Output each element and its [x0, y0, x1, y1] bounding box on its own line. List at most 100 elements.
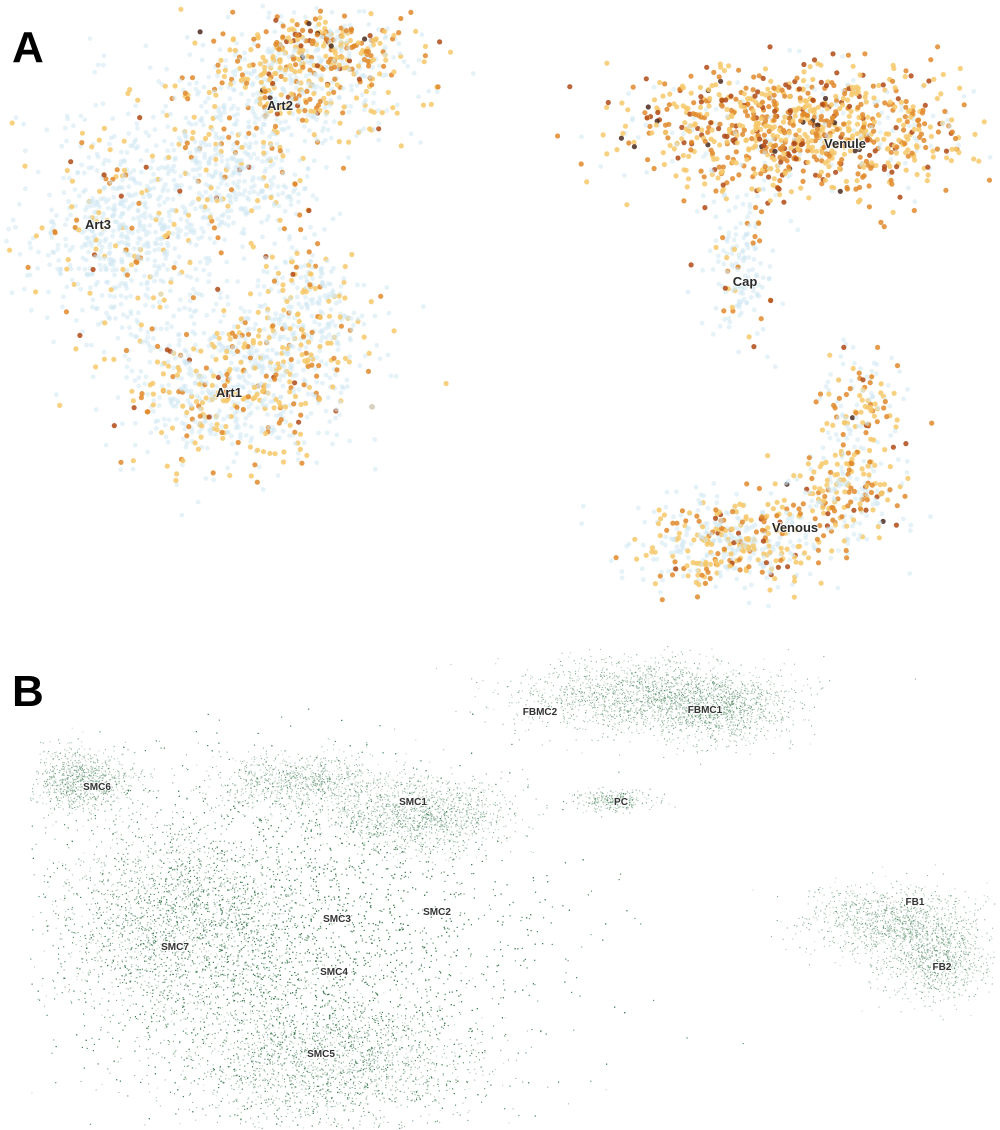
scatter-point	[413, 28, 419, 34]
scatter-point	[658, 697, 660, 699]
scatter-point	[666, 121, 672, 127]
scatter-point	[216, 335, 222, 341]
scatter-point	[273, 396, 279, 402]
scatter-point	[84, 342, 90, 348]
scatter-point	[177, 188, 183, 194]
scatter-point	[151, 336, 156, 341]
scatter-point	[193, 308, 199, 314]
scatter-point	[836, 165, 843, 171]
scatter-point	[820, 91, 826, 97]
scatter-point	[121, 312, 126, 318]
scatter-point	[705, 505, 711, 511]
scatter-point	[784, 506, 790, 512]
scatter-point	[190, 199, 196, 205]
scatter-point	[165, 196, 170, 202]
panel-b: FBMC2 FBMC1 SMC6 SMC1 PC SMC3 SMC2 SMC7 SMC4 SMC5…	[0, 640, 1000, 1130]
scatter-point	[210, 127, 215, 133]
scatter-point	[620, 708, 622, 710]
scatter-point	[291, 104, 296, 109]
scatter-point	[670, 520, 676, 526]
scatter-point	[129, 225, 135, 231]
scatter-point	[278, 417, 284, 423]
scatter-point	[293, 264, 299, 270]
scatter-point	[885, 145, 891, 151]
scatter-point	[274, 117, 279, 122]
scatter-point	[302, 263, 308, 269]
scatter-point	[712, 520, 718, 525]
scatter-point	[280, 275, 285, 281]
scatter-point	[248, 473, 254, 479]
scatter-point	[766, 128, 772, 134]
scatter-point	[152, 263, 158, 269]
scatter-point	[246, 404, 251, 410]
scatter-point	[782, 716, 784, 718]
scatter-point	[807, 571, 813, 577]
scatter-point	[604, 151, 610, 157]
scatter-point	[234, 118, 240, 123]
scatter-point	[308, 352, 314, 358]
scatter-point	[187, 401, 193, 407]
scatter-point	[324, 165, 329, 170]
scatter-point	[173, 403, 179, 409]
scatter-point	[746, 147, 752, 153]
scatter-point	[190, 295, 196, 301]
scatter-point	[329, 9, 335, 15]
scatter-point	[334, 54, 340, 61]
scatter-point	[971, 89, 977, 94]
scatter-point	[76, 266, 82, 271]
scatter-point	[191, 346, 197, 352]
scatter-point	[471, 678, 473, 680]
scatter-point	[320, 334, 325, 340]
scatter-point	[823, 83, 830, 89]
scatter-point	[866, 183, 872, 189]
scatter-point	[90, 374, 96, 380]
scatter-point	[67, 175, 72, 181]
scatter-point	[160, 371, 166, 377]
scatter-point	[751, 166, 757, 172]
scatter-point	[64, 113, 70, 119]
scatter-point	[326, 298, 332, 304]
scatter-point	[838, 403, 844, 409]
scatter-point	[347, 67, 352, 73]
scatter-point	[275, 473, 281, 478]
scatter-point	[684, 184, 690, 190]
scatter-point	[679, 706, 681, 708]
scatter-point	[251, 326, 257, 332]
scatter-point	[642, 519, 648, 525]
scatter-point	[295, 311, 301, 317]
scatter-point	[213, 169, 219, 175]
scatter-point	[863, 430, 869, 436]
scatter-point	[396, 29, 402, 36]
scatter-point	[346, 139, 352, 145]
scatter-point	[65, 257, 71, 263]
scatter-point	[260, 177, 265, 182]
scatter-point	[152, 177, 158, 183]
scatter-point	[729, 535, 735, 541]
scatter-point	[738, 220, 744, 226]
scatter-point	[346, 51, 352, 56]
scatter-point	[815, 560, 822, 566]
scatter-point	[128, 293, 134, 299]
scatter-point	[771, 85, 777, 91]
scatter-point	[714, 494, 720, 499]
scatter-point	[750, 87, 756, 93]
scatter-point	[138, 395, 144, 401]
scatter-point	[165, 148, 171, 154]
scatter-point	[270, 80, 276, 86]
scatter-point	[787, 48, 793, 53]
scatter-point	[703, 561, 709, 568]
scatter-point	[85, 272, 91, 278]
scatter-point	[69, 277, 75, 283]
scatter-point	[189, 122, 194, 127]
scatter-point	[722, 564, 728, 569]
scatter-point	[280, 459, 287, 465]
scatter-point	[644, 674, 646, 676]
scatter-point	[143, 130, 149, 135]
scatter-point	[841, 143, 847, 149]
scatter-point	[366, 22, 372, 27]
scatter-point	[689, 139, 695, 145]
scatter-point	[242, 188, 248, 194]
scatter-point	[295, 457, 301, 463]
scatter-point	[758, 116, 764, 122]
scatter-point	[206, 414, 212, 420]
